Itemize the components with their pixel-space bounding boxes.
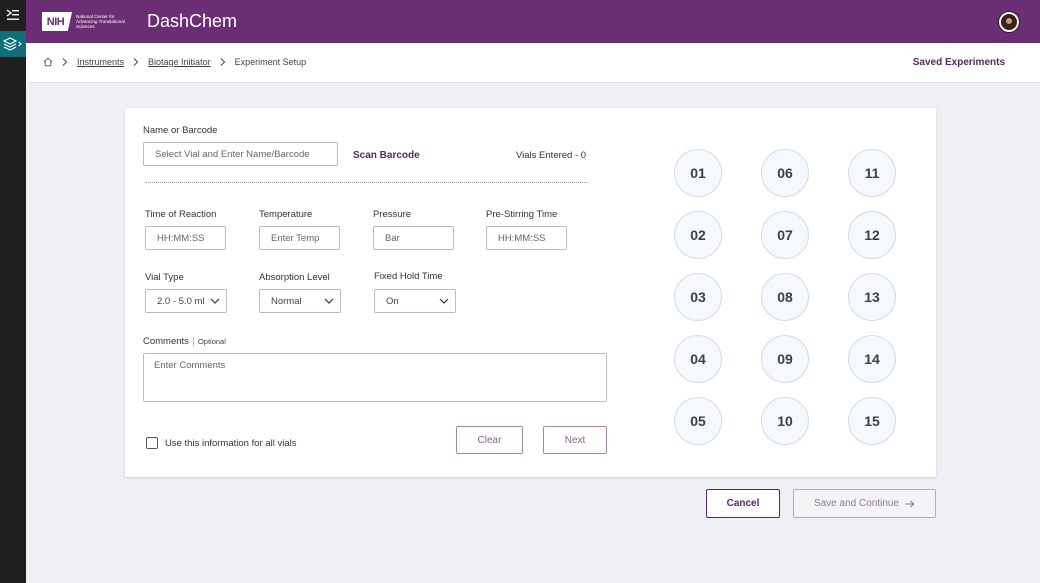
breadcrumb: Instruments Biotage Initiator Experiment…: [43, 57, 306, 67]
menu-toggle-button[interactable]: [0, 0, 26, 30]
fixed-hold-time-select[interactable]: On: [374, 289, 456, 313]
breadcrumb-instruments[interactable]: Instruments: [77, 57, 125, 67]
vial-button[interactable]: 06: [761, 149, 809, 197]
name-barcode-input[interactable]: Select Vial and Enter Name/Barcode: [143, 142, 338, 166]
chevron-right-icon: [133, 58, 139, 66]
vial-button[interactable]: 12: [848, 211, 896, 259]
nih-logo-mark: NIH: [42, 12, 72, 31]
save-and-continue-label: Save and Continue: [813, 498, 900, 509]
saved-experiments-link[interactable]: Saved Experiments: [912, 57, 1005, 68]
layers-nav-button[interactable]: [0, 31, 26, 57]
name-barcode-label: Name or Barcode: [143, 125, 218, 136]
absorption-level-label: Absorption Level: [259, 272, 330, 283]
clear-button[interactable]: Clear: [456, 426, 523, 454]
scan-barcode-button[interactable]: Scan Barcode: [353, 150, 420, 161]
save-and-continue-button[interactable]: Save and Continue: [793, 489, 936, 518]
breadcrumb-current: Experiment Setup: [234, 57, 307, 67]
use-for-all-vials-checkbox[interactable]: [146, 437, 158, 449]
vial-type-select[interactable]: 2.0 - 5.0 ml: [145, 289, 227, 313]
vial-button[interactable]: 10: [761, 397, 809, 445]
chevron-down-icon: [439, 298, 449, 304]
vial-type-value: 2.0 - 5.0 ml: [157, 295, 205, 307]
vial-button[interactable]: 08: [761, 273, 809, 321]
nih-logo: NIH National Center for Advancing Transl…: [42, 12, 136, 31]
chevron-down-icon: [324, 298, 334, 304]
vial-button[interactable]: 05: [674, 397, 722, 445]
app-title: DashChem: [147, 11, 238, 31]
left-rail: [0, 0, 26, 583]
temperature-input[interactable]: Enter Temp: [259, 226, 340, 250]
fixed-hold-time-label: Fixed Hold Time: [374, 271, 443, 282]
pre-stirring-time-label: Pre-Stirring Time: [486, 209, 558, 220]
next-button[interactable]: Next: [543, 426, 607, 454]
vial-button[interactable]: 15: [848, 397, 896, 445]
absorption-level-value: Normal: [271, 295, 302, 307]
absorption-level-select[interactable]: Normal: [259, 289, 341, 313]
divider: [145, 182, 587, 183]
optional-tag: Optional: [192, 337, 226, 346]
vial-button[interactable]: 02: [674, 211, 722, 259]
vial-button[interactable]: 09: [761, 335, 809, 383]
arrow-right-icon: [905, 500, 915, 507]
time-of-reaction-input[interactable]: HH:MM:SS: [145, 226, 226, 250]
menu-collapse-icon: [6, 9, 19, 20]
pressure-label: Pressure: [373, 209, 412, 220]
vials-entered-count: Vials Entered - 0: [516, 150, 587, 161]
vial-button[interactable]: 11: [848, 149, 896, 197]
vial-button[interactable]: 01: [674, 149, 722, 197]
comments-label: Comments: [143, 336, 189, 347]
pressure-input[interactable]: Bar: [373, 226, 454, 250]
comments-textarea[interactable]: Enter Comments: [143, 353, 607, 402]
nih-logo-text: National Center for Advancing Translatio…: [76, 13, 125, 30]
chevron-right-icon: [220, 58, 225, 66]
pre-stirring-time-input[interactable]: HH:MM:SS: [486, 226, 567, 250]
comments-label-row: Comments Optional: [143, 336, 226, 347]
vial-button[interactable]: 07: [761, 211, 809, 259]
use-for-all-vials-label: Use this information for all vials: [165, 437, 297, 449]
fixed-hold-time-value: On: [386, 295, 399, 307]
breadcrumb-biotage-initiator[interactable]: Biotage Initiator: [148, 57, 211, 67]
use-for-all-vials-row[interactable]: Use this information for all vials: [146, 437, 296, 449]
app-header: NIH National Center for Advancing Transl…: [26, 0, 1040, 43]
avatar[interactable]: [999, 12, 1019, 32]
layers-icon: [3, 37, 22, 51]
vial-button[interactable]: 13: [848, 273, 896, 321]
home-icon[interactable]: [43, 57, 53, 67]
temperature-label: Temperature: [259, 209, 313, 220]
vial-button[interactable]: 14: [848, 335, 896, 383]
cancel-button[interactable]: Cancel: [706, 489, 780, 518]
vial-button[interactable]: 03: [674, 273, 722, 321]
chevron-down-icon: [210, 298, 220, 304]
vial-button[interactable]: 04: [674, 335, 722, 383]
time-of-reaction-label: Time of Reaction: [145, 209, 217, 220]
chevron-right-icon: [62, 58, 68, 66]
experiment-setup-card: Name or Barcode Select Vial and Enter Na…: [125, 108, 936, 477]
breadcrumb-bar: Instruments Biotage Initiator Experiment…: [26, 43, 1040, 83]
vial-type-label: Vial Type: [145, 272, 184, 283]
